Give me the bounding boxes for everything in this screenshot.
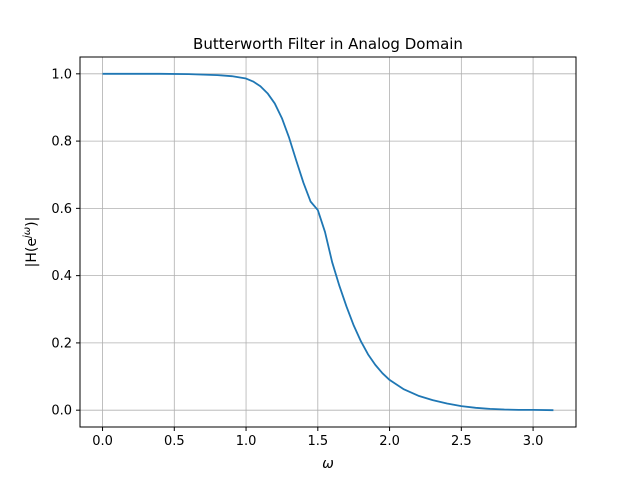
y-tick-label: 0.4 xyxy=(51,269,72,284)
x-tick-label: 2.0 xyxy=(379,434,400,449)
x-axis-label: ω xyxy=(322,456,334,472)
y-axis-label: |H(ejω)| xyxy=(22,217,40,268)
y-axis-label-superscript: jω xyxy=(22,227,33,240)
x-tick-label: 2.5 xyxy=(451,434,472,449)
y-axis-label-suffix: )| xyxy=(24,217,40,227)
y-tick-label: 0.2 xyxy=(51,336,72,351)
plot-frame xyxy=(79,56,577,428)
y-tick-label: 1.0 xyxy=(51,67,72,82)
y-tick-label: 0.0 xyxy=(51,404,72,419)
x-tick-label: 0.5 xyxy=(164,434,185,449)
line-layer xyxy=(102,72,554,412)
grid-layer xyxy=(80,57,576,427)
y-axis-label-prefix: |H(e xyxy=(24,238,40,267)
x-tick-label: 1.0 xyxy=(236,434,257,449)
magnitude-response-line xyxy=(102,72,554,412)
chart-title: Butterworth Filter in Analog Domain xyxy=(193,35,463,53)
tick-layer: 0.0 0.5 1.0 1.5 2.0 2.5 3.0 0.0 0.2 0.4 0.6 0.8 1.0 xyxy=(51,67,543,449)
x-tick-label: 3.0 xyxy=(523,434,544,449)
x-tick-label: 0.0 xyxy=(92,434,113,449)
y-tick-label: 0.8 xyxy=(51,135,72,150)
y-tick-label: 0.6 xyxy=(51,202,72,217)
x-tick-label: 1.5 xyxy=(307,434,328,449)
